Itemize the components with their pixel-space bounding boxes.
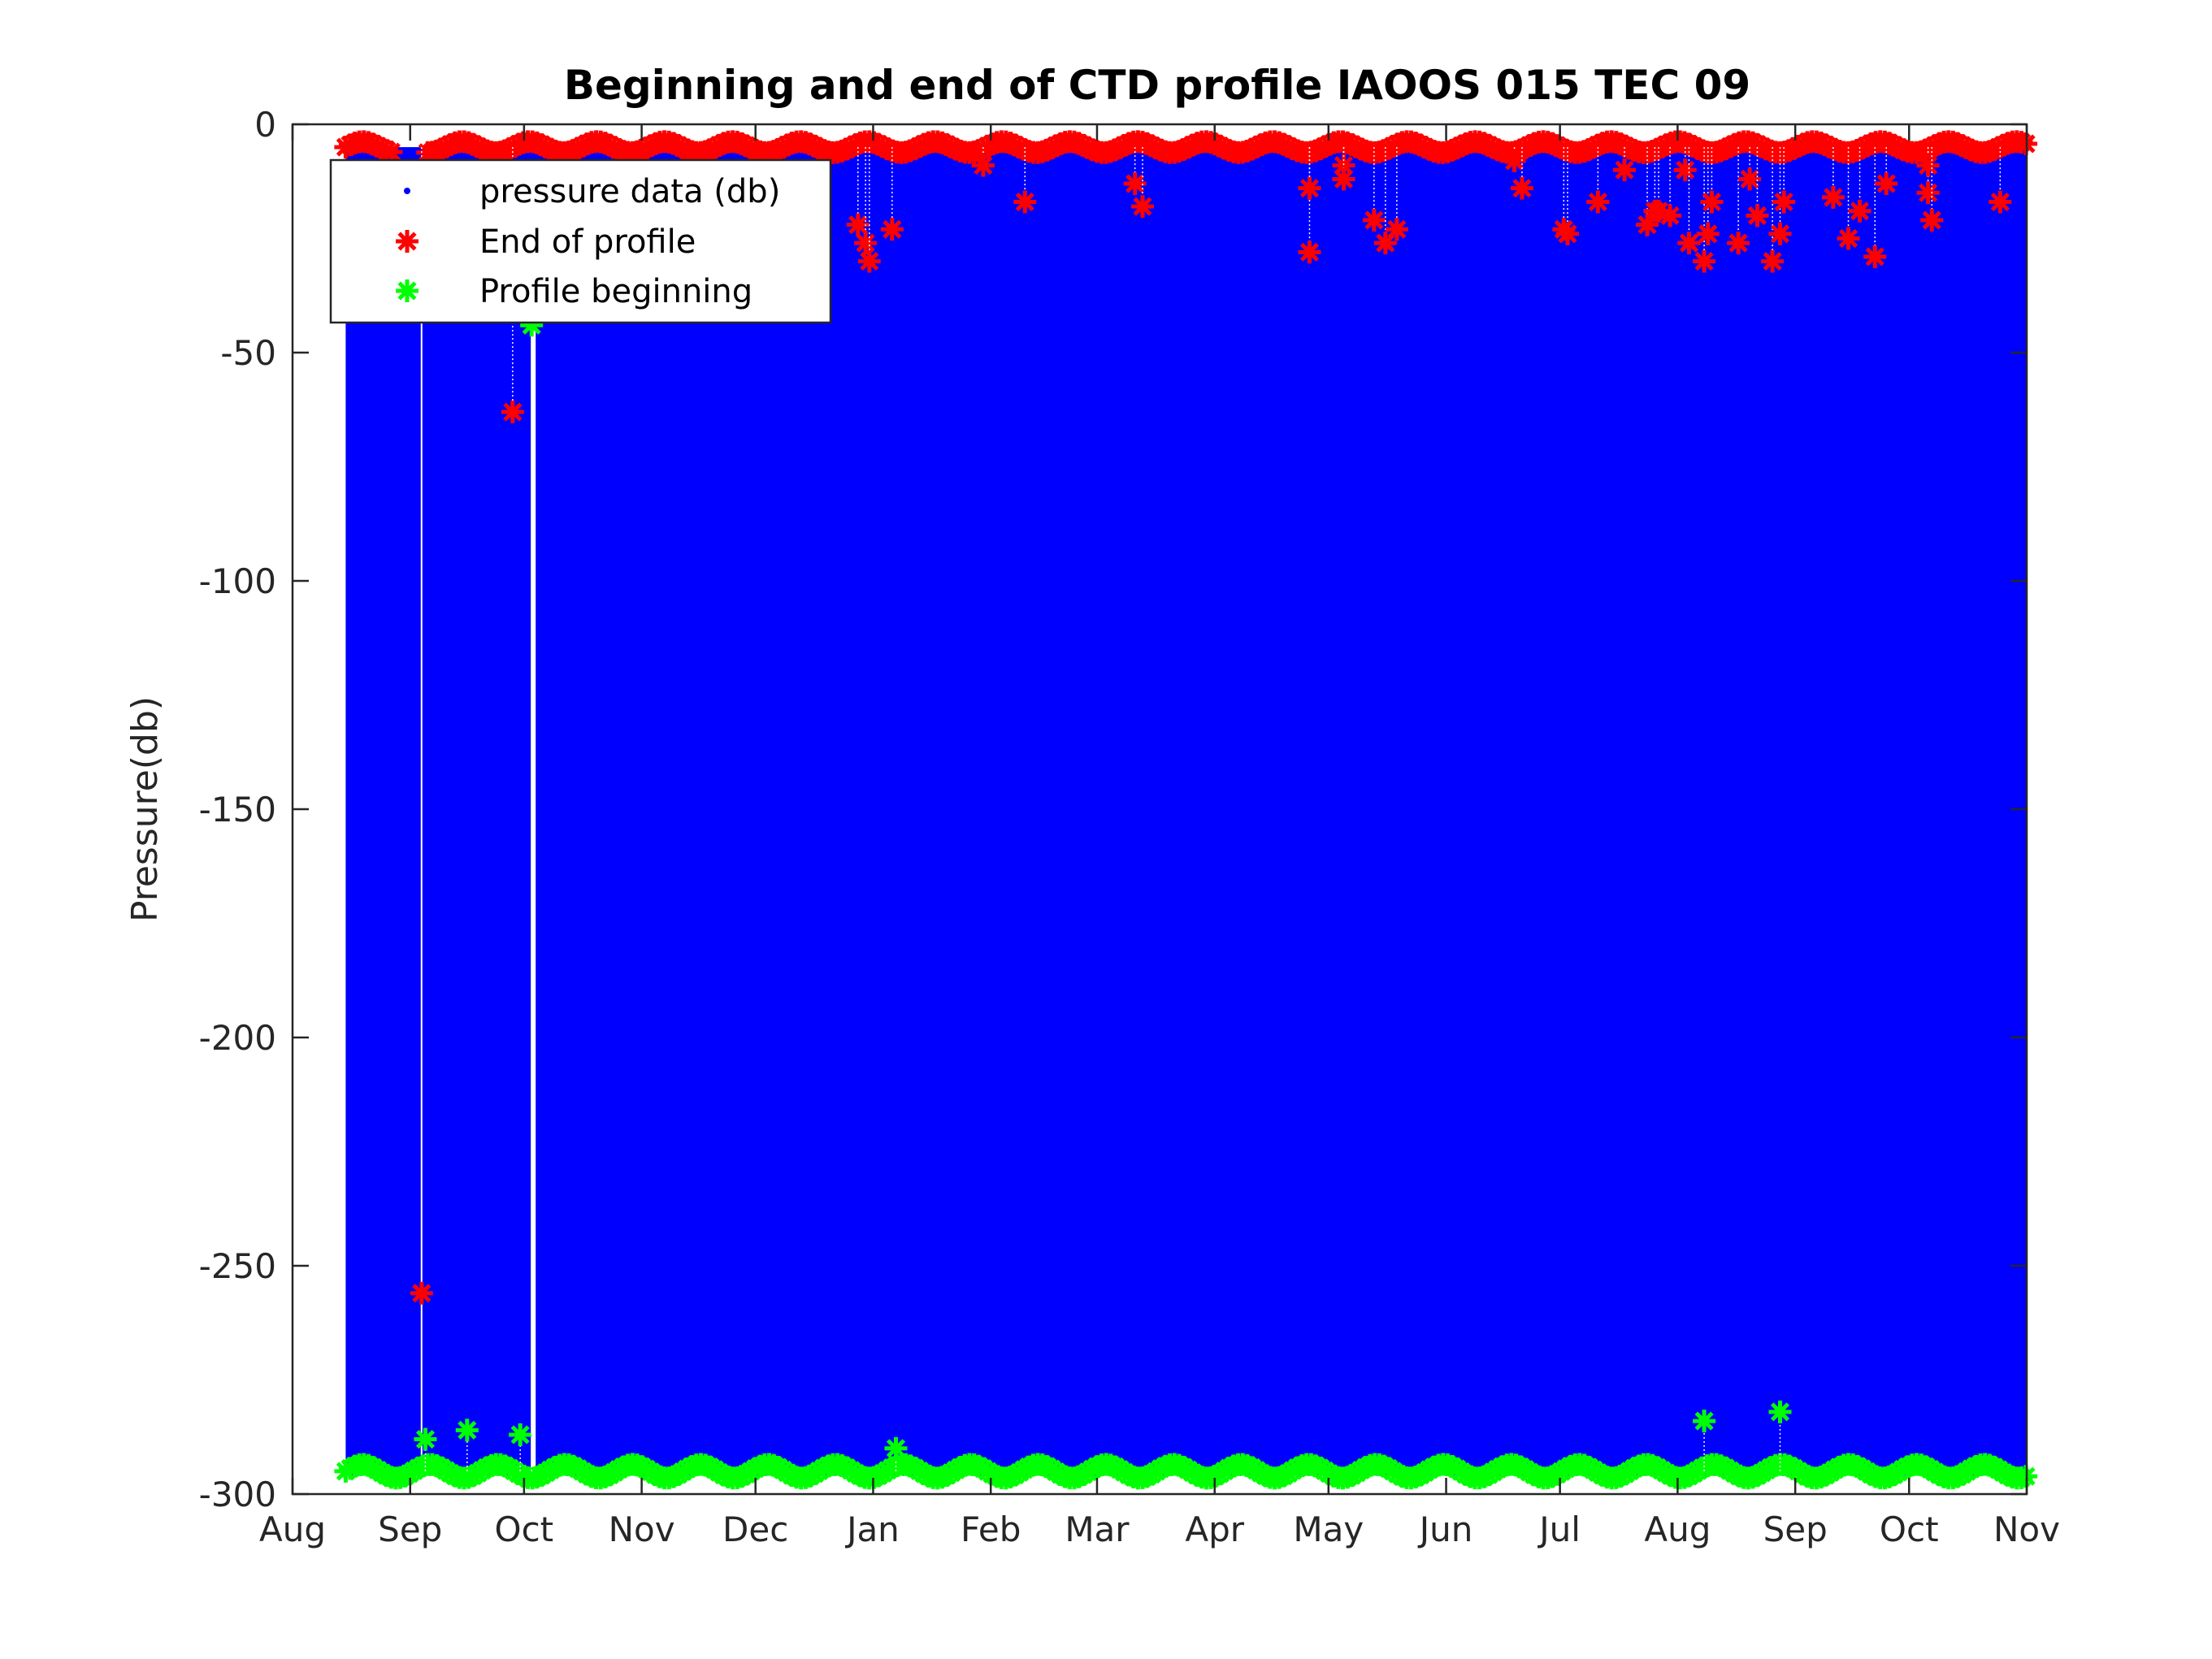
end-of-profile-marker <box>1989 190 2012 214</box>
profile-beginning-legend-icon <box>396 279 419 302</box>
end-of-profile-marker <box>854 232 878 255</box>
end-of-profile-marker <box>1677 232 1701 255</box>
y-tick-label: -150 <box>199 790 276 830</box>
end-of-profile-marker <box>1130 195 1154 219</box>
x-tick-label: Sep <box>378 1510 442 1549</box>
pressure-data-area <box>345 147 2027 1476</box>
x-tick-label: Jan <box>844 1510 900 1549</box>
end-of-profile-marker <box>1013 190 1037 214</box>
end-of-profile-marker <box>1696 222 1720 245</box>
x-tick-label: May <box>1293 1510 1364 1549</box>
x-tick-label: Jun <box>1417 1510 1473 1549</box>
end-of-profile-marker <box>1298 176 1321 200</box>
x-tick-label: Dec <box>722 1510 788 1549</box>
legend: pressure data (db) End of profile Profil… <box>329 158 832 324</box>
end-of-profile-marker <box>1123 172 1147 196</box>
legend-beginning-marker <box>396 279 419 302</box>
legend-pressure-label: pressure data (db) <box>479 173 780 210</box>
y-tick-label: -300 <box>199 1475 276 1514</box>
profile-beginning-marker <box>509 1423 532 1446</box>
end-of-profile-marker <box>1586 190 1610 214</box>
profile-beginning-marker <box>884 1436 908 1460</box>
y-tick-label: -50 <box>220 333 276 373</box>
x-tick-label: Aug <box>259 1510 326 1549</box>
end-of-profile-marker <box>1555 222 1579 245</box>
x-tick-label: Aug <box>1644 1510 1711 1549</box>
profile-beginning-marker <box>455 1419 479 1442</box>
end-of-profile-marker <box>1332 167 1355 191</box>
end-of-profile-marker <box>501 401 524 424</box>
end-of-profile-marker <box>1875 172 1898 196</box>
profile-beginning-marker <box>1768 1400 1792 1423</box>
end-of-profile-marker <box>1916 181 1940 205</box>
y-tick-label: -250 <box>199 1246 276 1286</box>
x-tick-label: Oct <box>1880 1510 1939 1549</box>
end-of-profile-marker <box>1848 199 1872 223</box>
x-tick-label: Apr <box>1185 1510 1244 1549</box>
profile-beginning-marker <box>414 1427 437 1451</box>
end-of-profile-marker <box>1772 190 1796 214</box>
end-of-profile-marker <box>1298 240 1321 264</box>
legend-end-marker <box>396 230 419 253</box>
end-of-profile-marker <box>380 141 403 164</box>
end-of-profile-marker <box>1613 158 1637 182</box>
end-of-profile-marker <box>1510 176 1533 200</box>
end-of-profile-marker <box>1693 249 1716 273</box>
x-tick-label: Feb <box>961 1510 1021 1549</box>
end-of-profile-marker <box>1837 227 1860 250</box>
x-tick-label: Nov <box>609 1510 675 1549</box>
end-of-profile-marker <box>410 1281 433 1305</box>
end-of-profile-marker <box>1821 185 1845 209</box>
chart-title: Beginning and end of CTD profile IAOOS 0… <box>564 62 1750 109</box>
x-tick-label: Nov <box>1993 1510 2060 1549</box>
y-tick-label: -100 <box>199 561 276 601</box>
y-tick-label: 0 <box>254 105 276 145</box>
end-of-profile-marker <box>1362 209 1386 232</box>
profile-beginning-marker <box>1693 1410 1716 1433</box>
end-of-profile-legend-icon <box>396 230 419 253</box>
end-of-profile-marker <box>1746 204 1769 227</box>
end-of-profile-marker <box>1373 232 1397 255</box>
end-of-profile-marker <box>1768 222 1792 245</box>
y-axis-label: Pressure(db) <box>124 696 166 922</box>
legend-beginning-label: Profile beginning <box>479 273 753 310</box>
end-of-profile-marker <box>880 218 904 241</box>
legend-end-label: End of profile <box>479 223 696 261</box>
end-of-profile-marker <box>1673 158 1697 182</box>
end-of-profile-marker <box>857 249 881 273</box>
pressure-data-gap <box>531 160 536 1476</box>
end-of-profile-marker <box>1863 245 1887 268</box>
end-of-profile-marker <box>1761 249 1785 273</box>
end-of-profile-marker <box>1727 232 1750 255</box>
end-of-profile-marker <box>971 154 995 177</box>
end-of-profile-marker <box>1385 218 1408 241</box>
end-of-profile-marker <box>1332 154 1355 177</box>
x-tick-label: Jul <box>1537 1510 1581 1549</box>
x-tick-label: Mar <box>1065 1510 1130 1549</box>
end-of-profile-marker <box>1700 190 1724 214</box>
end-of-profile-marker <box>1738 167 1762 191</box>
end-of-profile-marker <box>1916 154 1940 177</box>
legend-pressure-marker <box>404 188 410 194</box>
y-tick-label: -200 <box>199 1018 276 1058</box>
end-of-profile-marker <box>1659 204 1682 227</box>
x-tick-label: Sep <box>1763 1510 1828 1549</box>
x-tick-label: Oct <box>495 1510 554 1549</box>
plot-area <box>334 130 2038 1490</box>
end-of-profile-marker <box>1920 209 1944 232</box>
